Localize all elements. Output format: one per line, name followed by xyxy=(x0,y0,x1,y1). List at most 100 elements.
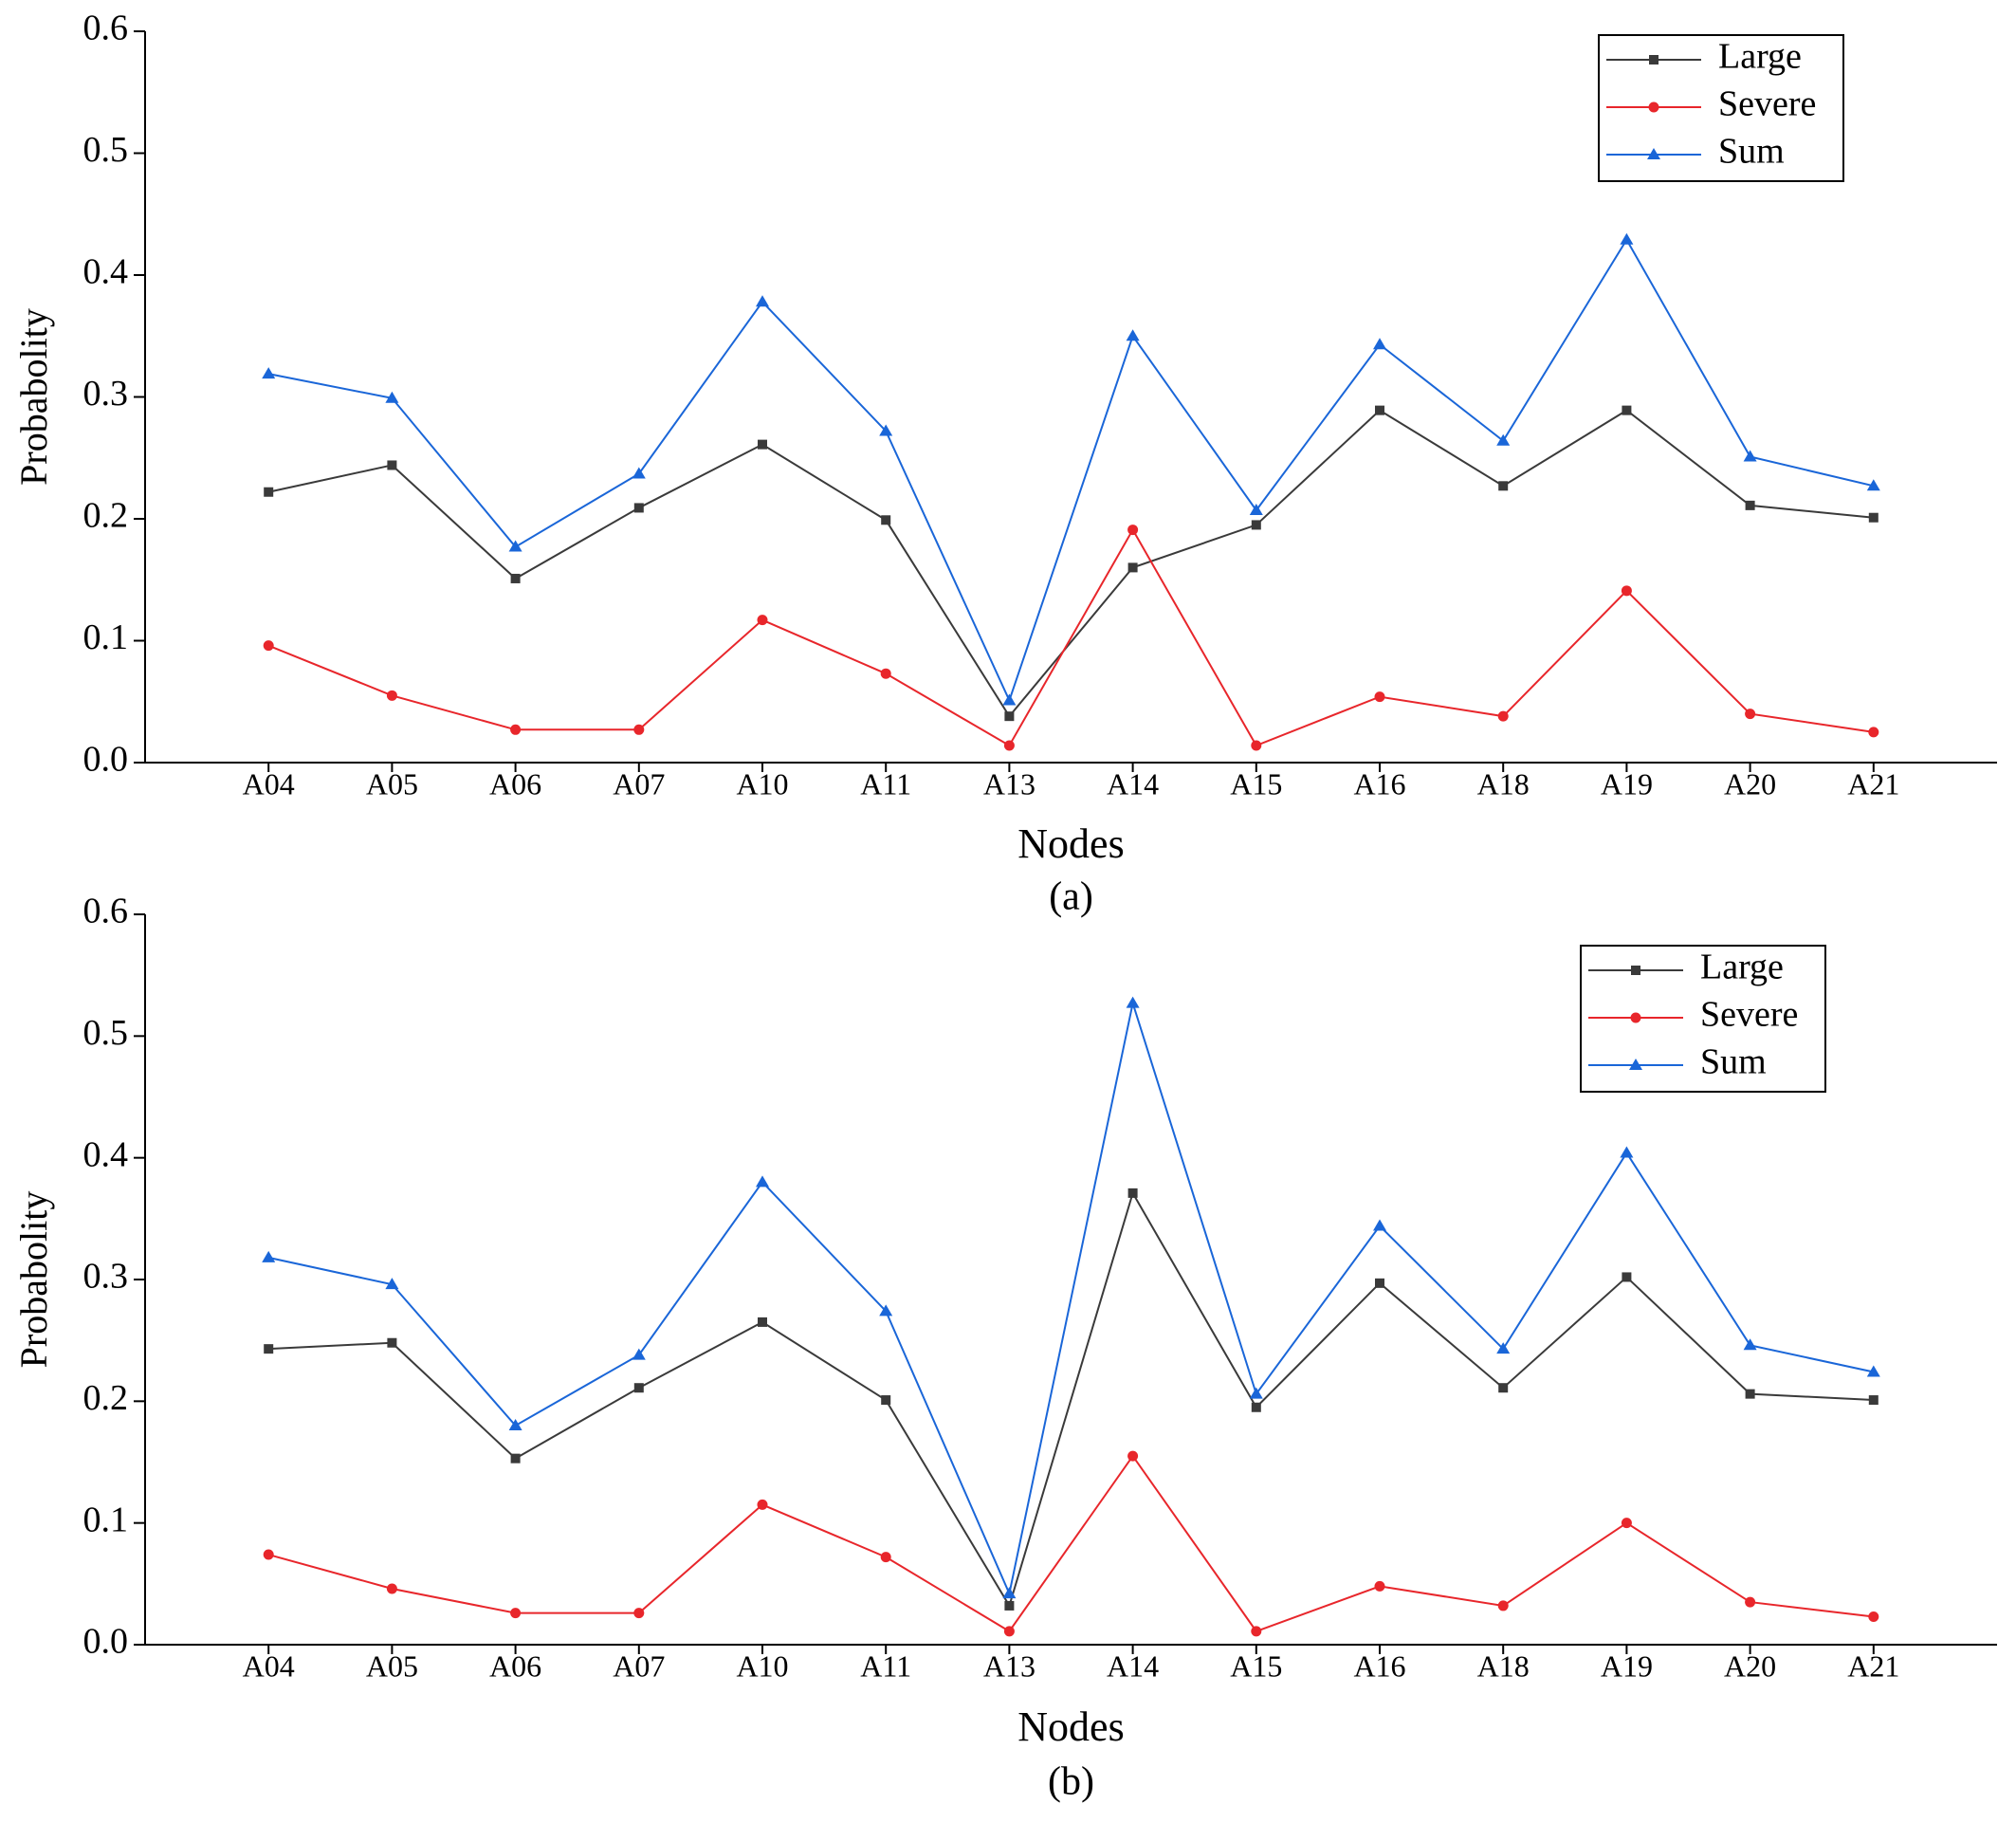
data-point xyxy=(510,573,521,583)
data-point xyxy=(1127,1188,1138,1198)
x-tick-label: A13 xyxy=(983,1648,1035,1683)
data-point xyxy=(1251,740,1262,751)
data-point xyxy=(881,1395,891,1406)
y-axis-label: Probabolity xyxy=(12,308,55,486)
data-point xyxy=(1127,525,1139,536)
data-point xyxy=(633,503,644,513)
data-point xyxy=(1373,1219,1386,1231)
x-tick-label: A10 xyxy=(736,1648,788,1683)
data-point xyxy=(757,615,768,626)
data-point xyxy=(1249,504,1263,516)
series-line xyxy=(268,237,1875,704)
data-point xyxy=(1002,693,1017,706)
y-tick-label: 0.4 xyxy=(83,252,129,292)
data-point xyxy=(756,1175,769,1188)
x-tick-label: A05 xyxy=(366,1648,418,1683)
data-point xyxy=(264,487,274,497)
legend-label: Sum xyxy=(1700,1042,1767,1082)
legend-marker xyxy=(1629,1059,1642,1070)
y-tick-label: 0.5 xyxy=(83,130,129,170)
data-point xyxy=(1866,479,1880,491)
x-tick-label: A15 xyxy=(1230,1648,1282,1683)
legend-marker xyxy=(1647,148,1660,159)
data-point xyxy=(1868,727,1879,738)
data-point xyxy=(879,1304,893,1317)
series-line xyxy=(267,409,1874,718)
caption: (a) xyxy=(1049,875,1093,919)
x-tick-label: A21 xyxy=(1847,1648,1899,1683)
x-tick-label: A06 xyxy=(489,766,541,801)
series-line xyxy=(268,1190,1874,1609)
data-point xyxy=(1498,481,1509,491)
data-point xyxy=(1126,996,1140,1008)
data-point xyxy=(1127,1450,1139,1462)
y-tick-label: 0.2 xyxy=(83,496,129,536)
y-tick-label: 0.1 xyxy=(83,1500,129,1539)
x-tick-label: A11 xyxy=(860,1648,911,1683)
data-point xyxy=(1496,433,1511,446)
data-point xyxy=(1866,1365,1880,1377)
data-point xyxy=(1375,405,1384,415)
y-tick-label: 0.4 xyxy=(83,1134,129,1174)
data-point xyxy=(1621,585,1632,597)
legend-label: Severe xyxy=(1718,84,1816,124)
y-tick-label: 0.2 xyxy=(83,1378,129,1418)
data-point xyxy=(632,467,646,479)
data-point xyxy=(758,1317,767,1327)
data-point xyxy=(1251,1626,1262,1637)
data-point xyxy=(1374,691,1385,703)
data-point xyxy=(1745,500,1755,510)
data-point xyxy=(508,1419,522,1430)
data-point xyxy=(758,439,767,450)
data-point xyxy=(1745,1596,1756,1608)
data-point xyxy=(1004,711,1015,722)
x-tick-label: A07 xyxy=(613,766,665,801)
data-point xyxy=(880,668,891,679)
data-point xyxy=(633,1608,645,1619)
y-tick-label: 0.1 xyxy=(83,617,129,657)
x-tick-label: A15 xyxy=(1230,766,1282,801)
y-tick-label: 0.6 xyxy=(83,9,129,48)
y-tick-label: 0.0 xyxy=(83,1622,129,1662)
data-point xyxy=(1745,709,1756,720)
y-axis-label: Probabolity xyxy=(12,1191,55,1369)
data-point xyxy=(510,1608,522,1619)
data-point xyxy=(386,1583,397,1594)
series-line xyxy=(267,1454,1874,1633)
y-tick-label: 0.0 xyxy=(83,740,129,780)
data-point xyxy=(387,1337,397,1348)
data-point xyxy=(1497,710,1509,722)
x-tick-label: A20 xyxy=(1724,1648,1776,1683)
data-point xyxy=(262,367,276,379)
x-axis-label: Nodes xyxy=(1017,1703,1124,1750)
data-point xyxy=(1126,329,1140,341)
data-point xyxy=(1003,1626,1015,1637)
y-tick-label: 0.3 xyxy=(83,374,129,414)
x-tick-label: A21 xyxy=(1847,766,1899,801)
x-tick-label: A14 xyxy=(1107,1648,1159,1683)
data-point xyxy=(385,391,399,403)
legend-marker xyxy=(1631,966,1640,975)
x-tick-label: A20 xyxy=(1724,766,1776,801)
data-point xyxy=(1496,1342,1511,1354)
data-point xyxy=(1375,1278,1384,1288)
data-point xyxy=(263,640,274,652)
x-tick-label: A06 xyxy=(489,1648,541,1683)
data-point xyxy=(510,1453,521,1464)
data-point xyxy=(881,515,891,525)
x-tick-label: A05 xyxy=(366,766,418,801)
data-point xyxy=(263,1549,274,1560)
data-point xyxy=(262,1250,276,1262)
data-point xyxy=(1868,1611,1879,1622)
x-tick-label: A19 xyxy=(1601,766,1653,801)
data-point xyxy=(633,1383,644,1393)
x-tick-label: A18 xyxy=(1477,766,1530,801)
legend-label: Large xyxy=(1718,37,1802,77)
data-point xyxy=(1622,405,1632,415)
legend-label: Large xyxy=(1700,948,1784,987)
data-point xyxy=(1743,1338,1757,1351)
x-tick-label: A07 xyxy=(613,1648,665,1683)
data-point xyxy=(880,1552,891,1563)
legend-marker xyxy=(1648,101,1659,113)
data-point xyxy=(756,295,769,307)
